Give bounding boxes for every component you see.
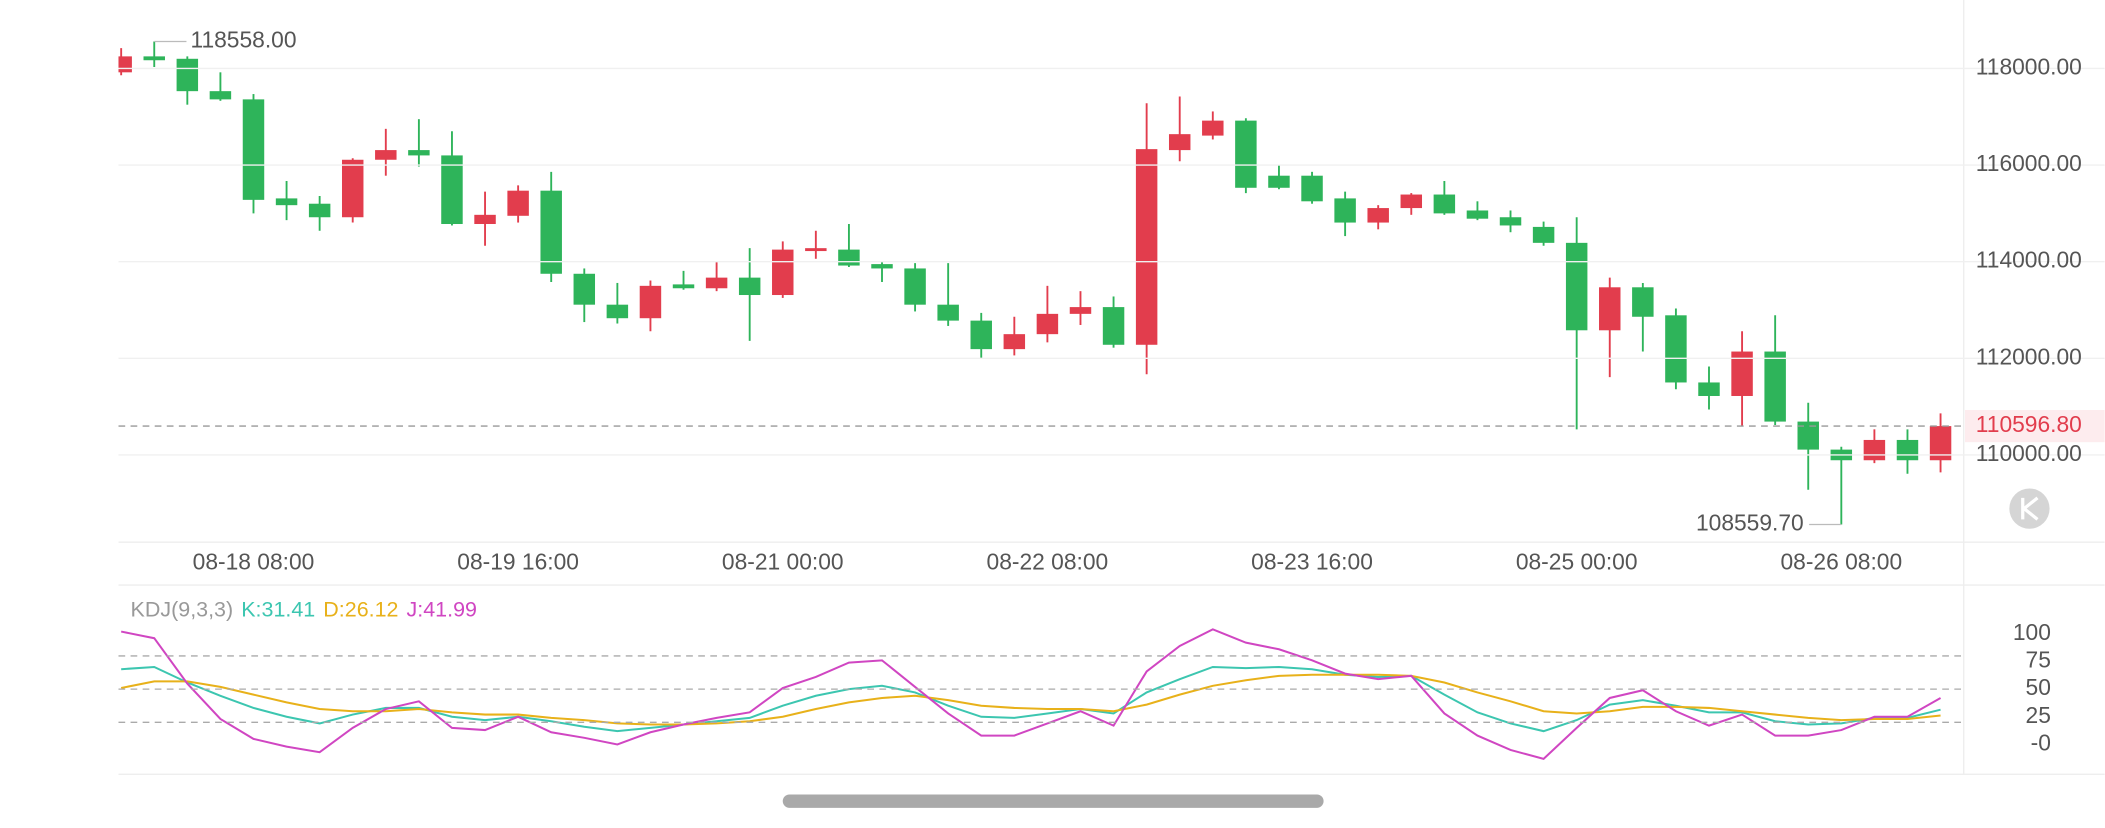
y-tick-label: -0	[2031, 729, 2051, 755]
price-plot	[118, 41, 1964, 525]
x-tick-label: 08-22 08:00	[987, 549, 1109, 575]
candle-body	[1135, 149, 1158, 345]
y-tick-label: 110000.00	[1976, 440, 2082, 466]
candle-body	[1036, 313, 1059, 335]
candle-body	[507, 190, 529, 216]
last-price-tag	[1965, 409, 2105, 443]
x-tick-label: 08-19 16:00	[457, 549, 579, 575]
candle-body	[606, 304, 629, 319]
candle-body	[1466, 210, 1489, 219]
candle-body	[705, 277, 728, 289]
legend-entry: K:31.41	[241, 597, 315, 621]
candle-body	[1532, 226, 1555, 243]
candle-body	[341, 159, 364, 218]
candle-body	[441, 155, 463, 225]
candle-body	[1565, 242, 1588, 331]
x-tick-label: 08-23 16:00	[1251, 549, 1373, 575]
scrollbar[interactable]	[782, 794, 1324, 808]
candle-body	[1202, 120, 1224, 136]
candle-body	[838, 249, 860, 266]
indicator-label: KDJ(9,3,3)	[131, 597, 234, 621]
candle-body	[1599, 287, 1621, 331]
y-tick-label: 50	[2026, 674, 2051, 700]
kdj-line	[120, 628, 1942, 760]
candle-body	[118, 56, 132, 73]
last-price-label: 110596.80	[1976, 411, 2082, 437]
kdj-line	[120, 673, 1941, 726]
candle-body	[1499, 217, 1522, 226]
candle-body	[1698, 382, 1720, 396]
candle-body	[1003, 334, 1026, 350]
candle-body	[672, 284, 695, 289]
high-label: 118558.00	[190, 27, 296, 53]
candle-body	[573, 273, 596, 305]
candle-body	[1069, 307, 1092, 314]
candle-body	[1301, 175, 1323, 202]
candle-body	[1168, 134, 1191, 151]
candle-body	[375, 150, 397, 160]
candle-body	[1367, 208, 1389, 223]
x-tick-label: 08-18 08:00	[193, 549, 315, 575]
annotations: 118558.00 108559.70	[154, 27, 1842, 536]
candle-body	[308, 203, 331, 218]
candle-body	[1665, 315, 1687, 383]
candle-body	[1797, 421, 1819, 450]
candle-body	[143, 56, 165, 61]
candle-body	[1632, 287, 1654, 317]
candle-body	[805, 248, 827, 252]
y-tick-label: 114000.00	[1976, 247, 2082, 273]
low-label: 108559.70	[1696, 510, 1804, 536]
candle-body	[1102, 307, 1125, 345]
candle-body	[738, 277, 761, 296]
candle-body	[937, 304, 959, 321]
candle-body	[970, 320, 992, 350]
chart-type-button[interactable]	[2009, 488, 2050, 529]
x-tick-label: 08-21 00:00	[722, 549, 844, 575]
candle-body	[1863, 439, 1886, 461]
candle-body	[1268, 175, 1290, 188]
candle-body	[1334, 198, 1356, 223]
y-tick-label: 25	[2026, 702, 2051, 728]
candle-body	[540, 190, 562, 274]
kdj-plot	[120, 628, 1942, 760]
y-tick-label: 75	[2026, 646, 2051, 672]
candle-body	[242, 99, 265, 200]
y-tick-label: 112000.00	[1976, 343, 2082, 369]
candle-body	[209, 91, 232, 100]
x-tick-label: 08-26 08:00	[1780, 549, 1902, 575]
kdj-line	[121, 665, 1941, 733]
candle-body	[871, 264, 893, 269]
candle-body	[1400, 194, 1423, 209]
candle-body	[1731, 351, 1753, 396]
candle-body	[772, 249, 794, 296]
legend-entry: D:26.12	[323, 597, 398, 621]
candle-body	[1764, 351, 1786, 422]
candle-body	[639, 285, 662, 319]
candle-body	[474, 214, 496, 225]
legend-entry: J:41.99	[407, 597, 477, 621]
x-tick-label: 08-25 00:00	[1516, 549, 1638, 575]
candle-body	[1896, 439, 1919, 461]
candle-body	[275, 198, 298, 206]
y-tick-label: 116000.00	[1976, 150, 2082, 176]
y-tick-label: 118000.00	[1976, 53, 2082, 79]
candle-body	[176, 58, 199, 92]
candle-body	[1235, 120, 1257, 188]
candle-body	[1433, 194, 1456, 214]
y-tick-label: 100	[2013, 619, 2051, 645]
candle-body	[904, 268, 926, 305]
candle-body	[408, 150, 430, 156]
candle-body	[1929, 426, 1952, 461]
